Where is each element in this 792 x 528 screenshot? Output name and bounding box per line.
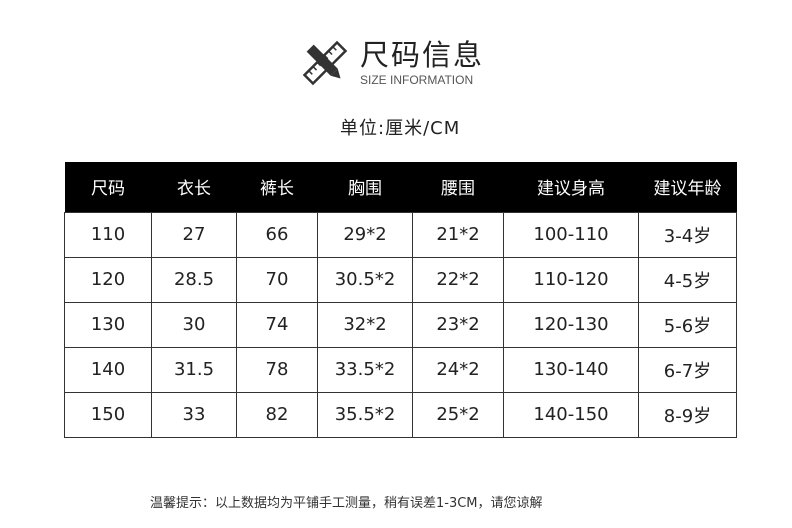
table-cell: 33.5*2 (317, 346, 413, 393)
table-cell: 100-110 (503, 211, 639, 258)
table-header-row: 尺码 衣长 裤长 胸围 腰围 建议身高 建议年龄 (64, 162, 737, 212)
table-cell: 24*2 (412, 346, 504, 393)
page-title: 尺码信息 (360, 38, 485, 72)
table-cell: 33 (151, 391, 237, 438)
table-cell: 30 (151, 301, 237, 348)
table-cell: 150 (64, 391, 152, 438)
table-cell: 4-5岁 (638, 256, 737, 303)
table-cell: 22*2 (412, 256, 504, 303)
column-header: 裤长 (236, 162, 318, 212)
table-cell: 27 (151, 211, 237, 258)
table-row: 130 30 74 32*2 23*2 120-130 5-6岁 (64, 301, 737, 348)
table-cell: 5-6岁 (638, 301, 737, 348)
column-header: 建议身高 (503, 162, 639, 212)
table-cell: 23*2 (412, 301, 504, 348)
table-row: 150 33 82 35.5*2 25*2 140-150 8-9岁 (64, 391, 737, 438)
table-cell: 120 (64, 256, 152, 303)
table-cell: 140 (64, 346, 152, 393)
column-header: 尺码 (64, 162, 152, 212)
column-header: 腰围 (412, 162, 504, 212)
table-cell: 32*2 (317, 301, 413, 348)
table-cell: 8-9岁 (638, 391, 737, 438)
table-cell: 120-130 (503, 301, 639, 348)
table-cell: 110-120 (503, 256, 639, 303)
ruler-pencil-icon (302, 40, 348, 86)
table-cell: 29*2 (317, 211, 413, 258)
page-subtitle: SIZE INFORMATION (360, 73, 474, 87)
table-cell: 110 (64, 211, 152, 258)
table-row: 120 28.5 70 30.5*2 22*2 110-120 4-5岁 (64, 256, 737, 303)
table-cell: 21*2 (412, 211, 504, 258)
table-cell: 28.5 (151, 256, 237, 303)
column-header: 衣长 (151, 162, 237, 212)
table-cell: 130-140 (503, 346, 639, 393)
column-header: 建议年龄 (638, 162, 737, 212)
table-cell: 30.5*2 (317, 256, 413, 303)
table-cell: 78 (236, 346, 318, 393)
table-cell: 140-150 (503, 391, 639, 438)
table-cell: 74 (236, 301, 318, 348)
table-cell: 31.5 (151, 346, 237, 393)
table-cell: 66 (236, 211, 318, 258)
table-row: 110 27 66 29*2 21*2 100-110 3-4岁 (64, 211, 737, 258)
table-row: 140 31.5 78 33.5*2 24*2 130-140 6-7岁 (64, 346, 737, 393)
size-table: 尺码 衣长 裤长 胸围 腰围 建议身高 建议年龄 110 27 66 29*2 21*2 100-11… (64, 162, 737, 438)
table-cell: 6-7岁 (638, 346, 737, 393)
table-cell: 3-4岁 (638, 211, 737, 258)
footer-note: 温馨提示：以上数据均为平铺手工测量，稍有误差1-3CM，请您谅解 (150, 496, 543, 511)
table-cell: 82 (236, 391, 318, 438)
table-cell: 35.5*2 (317, 391, 413, 438)
table-cell: 70 (236, 256, 318, 303)
column-header: 胸围 (317, 162, 413, 212)
table-cell: 130 (64, 301, 152, 348)
table-cell: 25*2 (412, 391, 504, 438)
unit-label: 单位:厘米/CM (340, 118, 461, 139)
